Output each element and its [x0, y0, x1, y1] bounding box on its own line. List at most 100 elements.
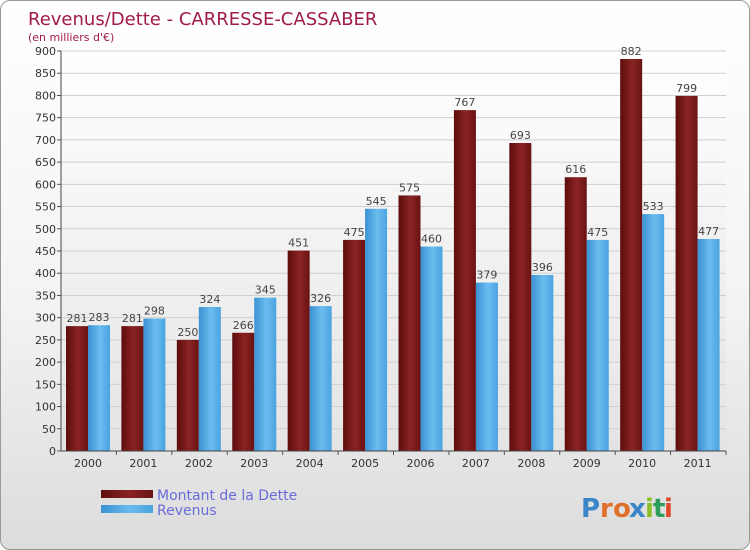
- value-label-dette: 451: [288, 237, 309, 250]
- bar-revenus: [254, 297, 277, 451]
- bar-dette: [176, 339, 199, 451]
- y-tick-label: 150: [35, 378, 56, 391]
- value-label-revenus: 396: [532, 261, 553, 274]
- bars: 281 283 2812982503242663454513264755455754…: [66, 45, 720, 451]
- value-label-revenus: 324: [199, 293, 220, 306]
- y-tick-label: 750: [35, 112, 56, 125]
- x-tick-label: 2002: [185, 457, 213, 470]
- y-tick-label: 550: [35, 201, 56, 214]
- x-tick-label: 2001: [129, 457, 157, 470]
- x-tick-label: 2007: [462, 457, 490, 470]
- x-axis: 2000 2001 2002 2003 2004 2005 2006 2007 2008 2009…: [61, 450, 727, 470]
- bar-dette: [620, 59, 643, 451]
- logo-letter: P: [581, 494, 600, 524]
- bar-dette: [453, 110, 476, 451]
- value-label-dette: 250: [177, 326, 198, 339]
- value-label-revenus: 460: [421, 233, 442, 246]
- value-label-dette: 281: [122, 312, 143, 325]
- value-label-revenus: 298: [144, 305, 165, 318]
- grid-lines: [61, 50, 726, 452]
- value-label-revenus: 475: [587, 226, 608, 239]
- value-label-dette: 882: [621, 45, 642, 58]
- value-label-dette: 799: [676, 82, 697, 95]
- legend: Montant de la Dette Revenus: [101, 488, 297, 519]
- bar-dette: [509, 143, 532, 451]
- x-tick-label: 2010: [628, 457, 656, 470]
- bar-revenus: [309, 306, 332, 451]
- y-tick-label: 50: [42, 423, 56, 436]
- value-label-revenus: 533: [643, 200, 664, 213]
- logo-letter: i: [664, 494, 673, 524]
- bar-dette: [232, 332, 255, 451]
- bar-dette: [564, 177, 587, 451]
- value-label-revenus: 477: [698, 225, 719, 238]
- y-axis: 0 50 100 150 200 250 300 350 400 450 500 550 600 650 7…: [35, 45, 62, 458]
- y-tick-label: 900: [35, 45, 56, 58]
- bar-revenus: [420, 246, 443, 451]
- bar-revenus: [143, 318, 166, 451]
- logo-letter: x: [629, 494, 646, 524]
- value-label-dette: 281: [67, 312, 88, 325]
- bar-dette: [343, 239, 366, 451]
- bar-revenus: [642, 214, 665, 451]
- y-tick-label: 400: [35, 267, 56, 280]
- bar-dette: [398, 195, 421, 451]
- value-label-revenus: 345: [255, 284, 276, 297]
- x-tick-label: 2004: [296, 457, 324, 470]
- y-tick-label: 250: [35, 334, 56, 347]
- y-tick-label: 0: [49, 445, 56, 458]
- value-label-dette: 767: [454, 96, 475, 109]
- x-tick-label: 2000: [74, 457, 102, 470]
- legend-swatch-dette: [101, 490, 153, 498]
- bar-dette: [121, 326, 144, 451]
- legend-label-dette: Montant de la Dette: [157, 488, 297, 504]
- bar-revenus: [198, 307, 221, 451]
- y-tick-label: 700: [35, 134, 56, 147]
- y-tick-label: 850: [35, 67, 56, 80]
- logo-letter: i: [645, 494, 654, 524]
- bar-revenus: [697, 239, 720, 451]
- y-tick-label: 650: [35, 156, 56, 169]
- value-label-revenus: 283: [89, 311, 110, 324]
- bar-revenus: [586, 239, 609, 451]
- x-tick-label: 2009: [573, 457, 601, 470]
- legend-label-revenus: Revenus: [157, 503, 217, 519]
- x-tick-label: 2008: [517, 457, 545, 470]
- logo-letter: r: [600, 494, 613, 524]
- value-label-dette: 266: [233, 319, 254, 332]
- value-label-dette: 475: [344, 226, 365, 239]
- x-tick-label: 2003: [240, 457, 268, 470]
- x-tick-label: 2006: [407, 457, 435, 470]
- logo-letter: o: [613, 494, 631, 524]
- bar-revenus: [475, 282, 498, 451]
- y-tick-label: 500: [35, 223, 56, 236]
- legend-swatch-revenus: [101, 505, 153, 513]
- bar-dette: [66, 326, 88, 451]
- value-label-dette: 575: [399, 181, 420, 194]
- y-tick-label: 100: [35, 401, 56, 414]
- y-tick-label: 450: [35, 245, 56, 258]
- value-label-revenus: 326: [310, 292, 331, 305]
- chart-subtitle: (en milliers d'€): [28, 31, 114, 44]
- x-tick-label: 2011: [684, 457, 712, 470]
- bar-revenus: [365, 208, 388, 451]
- value-label-revenus: 379: [476, 269, 497, 282]
- bar-dette: [287, 250, 310, 451]
- bar-revenus: [531, 275, 554, 451]
- value-label-dette: 693: [510, 129, 531, 142]
- bar-revenus: [88, 325, 110, 451]
- value-label-revenus: 545: [366, 195, 387, 208]
- y-tick-label: 200: [35, 356, 56, 369]
- y-tick-label: 800: [35, 89, 56, 102]
- y-tick-label: 600: [35, 178, 56, 191]
- logo-letter: t: [653, 494, 665, 524]
- y-tick-label: 300: [35, 312, 56, 325]
- chart-title: Revenus/Dette - CARRESSE-CASSABER: [28, 9, 377, 30]
- x-tick-label: 2005: [351, 457, 379, 470]
- y-tick-label: 350: [35, 289, 56, 302]
- bar-dette: [675, 95, 698, 451]
- value-label-dette: 616: [565, 163, 586, 176]
